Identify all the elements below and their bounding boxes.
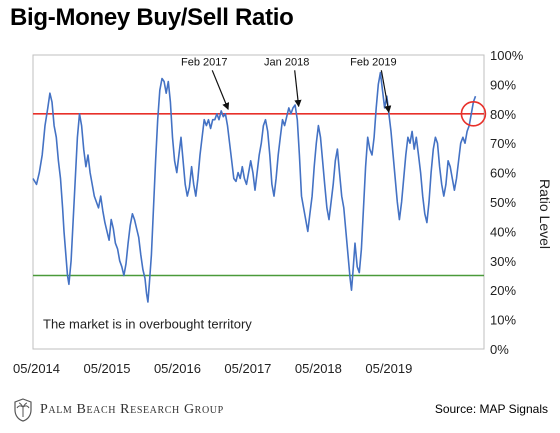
series-layer xyxy=(32,71,477,303)
x-tick-label: 05/2014 xyxy=(13,361,60,376)
annotation-arrow xyxy=(294,70,302,108)
y-tick-label: 80% xyxy=(490,107,516,122)
x-tick-label: 05/2015 xyxy=(83,361,130,376)
annotation-label: Jan 2018 xyxy=(264,56,309,68)
highlight-circle xyxy=(460,101,487,127)
y-tick-label: 70% xyxy=(490,136,516,151)
y-tick-label: 50% xyxy=(490,195,516,210)
chart-title: Big-Money Buy/Sell Ratio xyxy=(10,4,294,31)
plot-area xyxy=(32,54,485,350)
brand-logo: Palm Beach Research Group xyxy=(12,395,224,425)
y-axis-label: Ratio Level xyxy=(537,179,553,249)
annotation-arrow xyxy=(211,70,230,111)
x-tick-label: 05/2016 xyxy=(154,361,201,376)
y-tick-label: 90% xyxy=(490,77,516,92)
x-axis-ticks: 05/2014 05/2015 05/2016 05/2017 05/2018 05/20… xyxy=(13,361,412,376)
chart-note: The market is in overbought territory xyxy=(43,316,252,331)
y-tick-label: 40% xyxy=(490,224,516,239)
y-tick-label: 60% xyxy=(490,166,516,181)
plot-border xyxy=(32,54,485,350)
y-tick-label: 30% xyxy=(490,254,516,269)
y-tick-label: 100% xyxy=(490,48,524,63)
y-tick-label: 20% xyxy=(490,283,516,298)
source-credit: Source: MAP Signals xyxy=(434,402,548,416)
annotation-arrow xyxy=(380,70,392,114)
x-tick-label: 05/2018 xyxy=(295,361,342,376)
annotation-label: Feb 2017 xyxy=(181,56,227,68)
annotations: Feb 2017 Jan 2018 Feb 2019 xyxy=(181,56,397,114)
palm-crest-icon xyxy=(14,398,32,422)
annotation-label: Feb 2019 xyxy=(350,56,396,68)
reference-lines xyxy=(33,113,484,277)
series-line xyxy=(32,71,477,303)
y-tick-label: 10% xyxy=(490,313,516,328)
x-tick-label: 05/2017 xyxy=(224,361,271,376)
x-tick-label: 05/2019 xyxy=(365,361,412,376)
y-axis-ticks: 0% 10% 20% 30% 40% 50% 60% 70% 80% 90% 100% xyxy=(490,48,524,357)
y-tick-label: 0% xyxy=(490,342,509,357)
brand-name: Palm Beach Research Group xyxy=(40,402,224,417)
